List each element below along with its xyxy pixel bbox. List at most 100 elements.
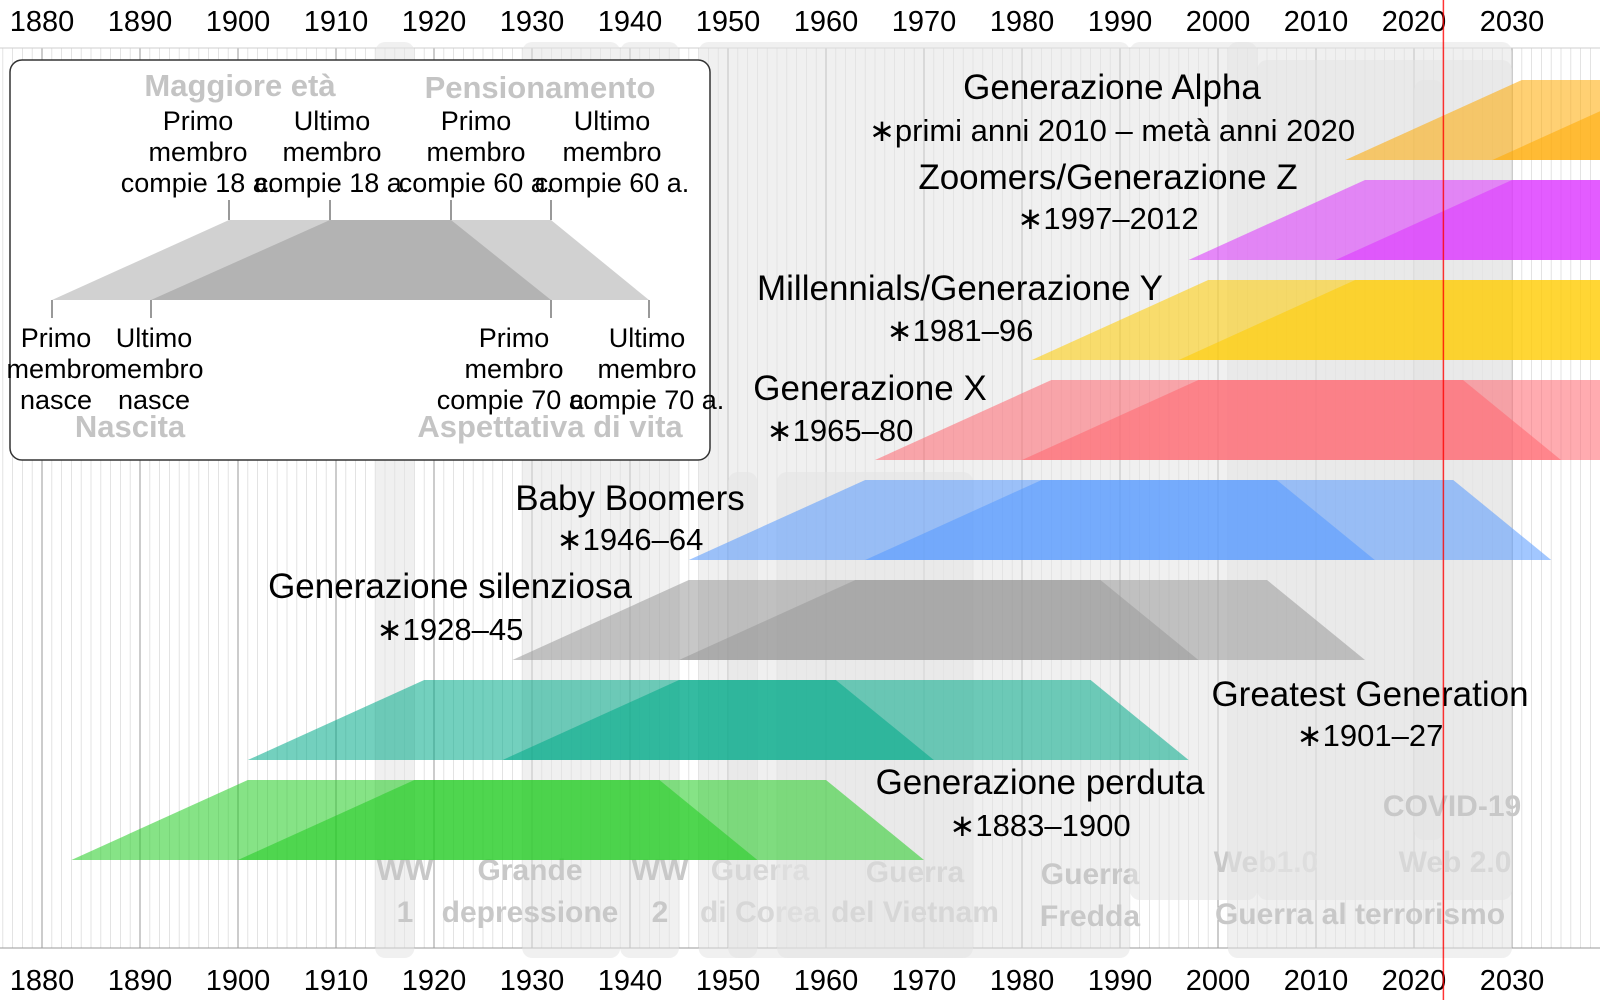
top-tick-label: 1910	[304, 6, 369, 38]
legend-bottom-label: membro	[104, 354, 203, 384]
legend-top-label: Primo	[163, 106, 234, 136]
generation-name: Greatest Generation	[1211, 675, 1528, 714]
top-tick-label: 1950	[696, 6, 761, 38]
cold-war-label: Guerra	[1041, 858, 1140, 891]
legend-bottom-label: Ultimo	[116, 323, 193, 353]
legend-bottom-label: membro	[464, 354, 563, 384]
bottom-tick-label: 1910	[304, 965, 369, 997]
covid-label: COVID-19	[1383, 790, 1521, 823]
generation-name: Generazione Alpha	[963, 68, 1261, 107]
legend-bottom-label: compie 70 a.	[437, 385, 592, 415]
generation-band	[1188, 180, 1600, 260]
legend-heading-adulthood: Maggiore età	[144, 68, 336, 103]
bottom-tick-label: 1890	[108, 965, 173, 997]
last-member-lifespan	[679, 580, 1365, 660]
ww1-label: 1	[397, 896, 414, 929]
generation-years: ∗1946–64	[557, 522, 704, 557]
last-member-lifespan	[1178, 280, 1600, 360]
top-tick-label: 1980	[990, 6, 1055, 38]
generation-band	[875, 380, 1600, 460]
generation-years: ∗1901–27	[1297, 718, 1444, 753]
bottom-tick-label: 2010	[1284, 965, 1349, 997]
bottom-tick-label: 1940	[598, 965, 663, 997]
legend-top-label: compie 60 a.	[399, 168, 554, 198]
generation-years: ∗1928–45	[377, 612, 524, 647]
war-on-terror-label: Guerra al terrorismo	[1215, 898, 1505, 931]
top-tick-label: 1920	[402, 6, 467, 38]
generation-labels: Generazione Alpha ∗primi anni 2010 – metà…	[268, 68, 1528, 843]
legend-top-label: Ultimo	[574, 106, 651, 136]
cold-war-label: Fredda	[1040, 900, 1140, 933]
top-tick-label: 2020	[1382, 6, 1447, 38]
legend-top-label: membro	[562, 137, 661, 167]
generation-years: ∗1883–1900	[949, 808, 1130, 843]
generation-band	[1031, 280, 1600, 360]
last-member-lifespan	[238, 780, 924, 860]
bottom-tick-label: 1990	[1088, 965, 1153, 997]
legend-top-label: membro	[148, 137, 247, 167]
bottom-tick-label: 1880	[10, 965, 75, 997]
top-tick-label: 1970	[892, 6, 957, 38]
ww2-label: 2	[652, 896, 669, 929]
bottom-tick-label: 1960	[794, 965, 859, 997]
top-tick-label: 1880	[10, 6, 75, 38]
generation-band	[1345, 80, 1600, 160]
year-axis: 1880 1880 1890 1890 1900 1900 1910 1910 1920 1920…	[10, 6, 1545, 997]
legend-top-label: Primo	[441, 106, 512, 136]
generation-bands	[71, 80, 1600, 860]
legend-heading-life-expectancy: Aspettativa di vita	[417, 409, 683, 444]
legend-overlap-shape	[151, 220, 551, 300]
generation-name: Zoomers/Generazione Z	[918, 158, 1297, 197]
bottom-tick-label: 1900	[206, 965, 271, 997]
legend-bottom-label: membro	[6, 354, 105, 384]
last-member-lifespan	[1335, 180, 1600, 260]
legend-bottom-label: Primo	[21, 323, 92, 353]
top-tick-label: 1890	[108, 6, 173, 38]
legend-box: Maggiore età Pensionamento Nascita Aspettat…	[6, 59, 725, 461]
legend-bottom-label: nasce	[118, 385, 190, 415]
last-member-lifespan	[1492, 111, 1600, 160]
top-tick-label: 1960	[794, 6, 859, 38]
legend-top-label: compie 18 a.	[121, 168, 276, 198]
top-tick-label: 2030	[1480, 6, 1545, 38]
top-tick-label: 2000	[1186, 6, 1251, 38]
bottom-tick-label: 2000	[1186, 965, 1251, 997]
generation-years: ∗1997–2012	[1017, 201, 1198, 236]
bottom-tick-label: 2020	[1382, 965, 1447, 997]
top-tick-label: 2010	[1284, 6, 1349, 38]
last-member-lifespan	[1022, 380, 1600, 460]
legend-bottom-label: Ultimo	[609, 323, 686, 353]
generation-name: Generazione silenziosa	[268, 567, 632, 606]
legend-heading-retirement: Pensionamento	[425, 70, 656, 105]
generation-years: ∗1965–80	[767, 413, 914, 448]
generation-years: ∗1981–96	[887, 313, 1034, 348]
last-member-lifespan	[865, 480, 1552, 560]
legend-bottom-label: compie 70 a.	[570, 385, 725, 415]
generation-name: Millennials/Generazione Y	[757, 269, 1163, 308]
bottom-tick-label: 1930	[500, 965, 565, 997]
generation-name: Generazione X	[753, 369, 986, 408]
generation-years: ∗primi anni 2010 – metà anni 2020	[869, 113, 1355, 148]
first-member-lifespan	[1345, 80, 1600, 160]
last-member-lifespan	[502, 680, 1189, 760]
top-tick-label: 1900	[206, 6, 271, 38]
legend-top-label: compie 18 a.	[255, 168, 410, 198]
top-tick-label: 1930	[500, 6, 565, 38]
generation-band	[688, 480, 1552, 560]
top-tick-label: 1990	[1088, 6, 1153, 38]
legend-top-label: Ultimo	[294, 106, 371, 136]
generation-band	[247, 680, 1189, 760]
generation-band	[512, 580, 1365, 660]
generation-band	[71, 780, 924, 860]
generation-name: Baby Boomers	[515, 479, 745, 518]
top-tick-label: 1940	[598, 6, 663, 38]
legend-bottom-label: membro	[597, 354, 696, 384]
generation-name: Generazione perduta	[876, 763, 1205, 802]
legend-heading-birth: Nascita	[75, 409, 186, 444]
legend-bottom-label: Primo	[479, 323, 550, 353]
legend-top-label: membro	[426, 137, 525, 167]
great-depression-label: depressione	[442, 896, 619, 929]
legend-top-label: membro	[282, 137, 381, 167]
bottom-tick-label: 1970	[892, 965, 957, 997]
